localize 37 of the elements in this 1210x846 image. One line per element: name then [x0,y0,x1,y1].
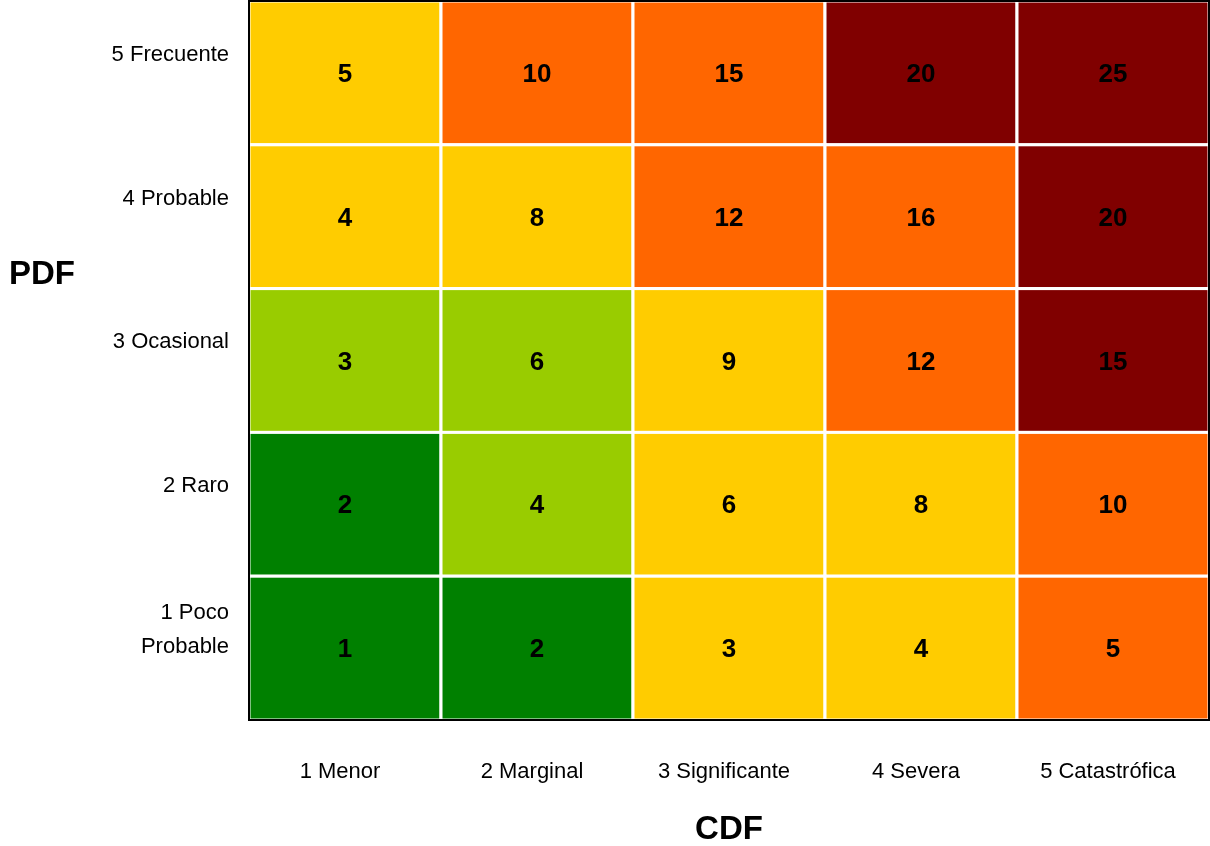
data-label: 2 [529,633,545,664]
y-tick-label: 2 Raro [162,471,229,497]
data-label: 5 [337,57,353,88]
data-label: 8 [913,489,929,520]
x-axis-title: CDF [695,808,763,846]
data-label: 20 [906,57,936,88]
y-tick-label: 5 Frecuente [111,40,229,66]
x-tick-label: 5 Catastrófica [1040,757,1177,783]
data-label: 5 [1105,633,1121,664]
data-label: 6 [529,345,545,376]
data-label: 12 [714,201,744,232]
data-label: 25 [1098,57,1128,88]
data-label: 16 [906,201,936,232]
y-tick-label: 3 Ocasional [112,327,229,353]
data-label: 4 [913,633,929,664]
data-label: 3 [721,633,737,664]
data-label: 12 [906,345,936,376]
data-label: 10 [522,57,552,88]
data-label: 3 [337,345,353,376]
data-label: 20 [1098,201,1128,232]
data-label: 10 [1098,489,1128,520]
data-label: 1 [337,633,353,664]
data-label: 15 [714,57,744,88]
data-label: 4 [529,489,545,520]
x-tick-label: 1 Menor [299,757,381,783]
data-label: 6 [721,489,737,520]
x-tick-label: 4 Severa [871,757,961,783]
y-axis-title: PDF [9,253,75,291]
data-label: 9 [721,345,737,376]
x-tick-label: 3 Significante [657,757,791,783]
x-tick-label: 2 Marginal [480,757,584,783]
data-label: 15 [1098,345,1128,376]
y-tick-label: 4 Probable [122,184,229,210]
data-label: 8 [529,201,545,232]
y-tick-label: 1 Poco Probable [140,598,229,658]
data-label: 4 [337,201,353,232]
data-label: 2 [337,489,353,520]
